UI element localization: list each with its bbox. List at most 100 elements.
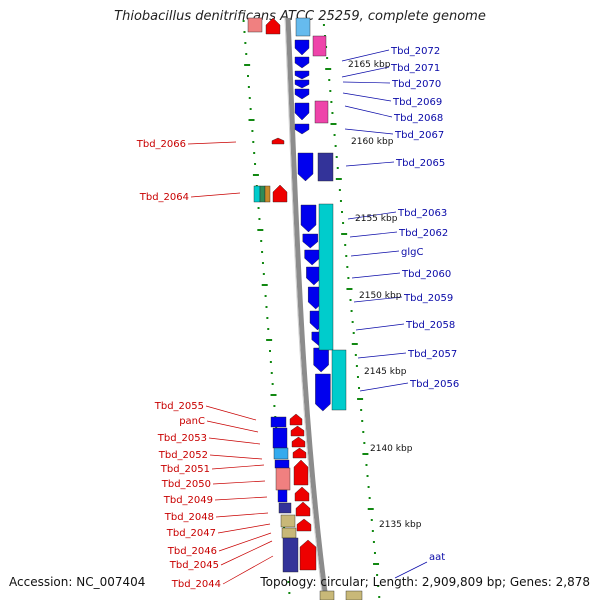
forward-gene-arrow — [294, 39, 310, 56]
connector-line — [394, 561, 428, 579]
gene-label-tbd-2072[interactable]: Tbd_2072 — [390, 46, 440, 57]
reverse-gene-arrow — [290, 425, 305, 437]
gc-dot — [244, 42, 247, 44]
connector-line — [212, 480, 266, 485]
forward-gene-arrow — [297, 152, 314, 182]
gene-label-tbd-2069[interactable]: Tbd_2069 — [392, 97, 442, 108]
gene-label-tbd-2057[interactable]: Tbd_2057 — [407, 349, 457, 360]
gene-label-tbd-2055[interactable]: Tbd_2055 — [154, 401, 204, 412]
gene-label-tbd-2063[interactable]: Tbd_2063 — [397, 208, 447, 219]
forward-gene-arrow — [302, 233, 318, 249]
gc-dot — [257, 229, 264, 231]
gc-dot — [252, 174, 259, 176]
accession-text: Accession: NC_007404 — [9, 575, 146, 589]
gene-label-tbd-2049[interactable]: Tbd_2049 — [163, 495, 213, 506]
reverse-gene-arrow — [272, 184, 288, 203]
gene-label-aat[interactable]: aat — [429, 552, 445, 563]
scale-label-2140: 2140 kbp — [370, 444, 413, 454]
connector-line — [344, 128, 394, 135]
gene-label-glgc[interactable]: glgC — [401, 247, 423, 258]
gc-dot — [270, 394, 277, 396]
connector-line — [222, 555, 274, 585]
gc-dot — [350, 310, 353, 312]
gene-label-tbd-2045[interactable]: Tbd_2045 — [169, 560, 219, 571]
gc-dot — [262, 273, 265, 275]
connector-line — [341, 49, 390, 62]
forward-gene-arrow — [304, 249, 320, 266]
reverse-gene-arrow — [289, 413, 303, 426]
gene-label-tbd-2050[interactable]: Tbd_2050 — [161, 479, 211, 490]
gc-dot — [349, 299, 352, 301]
gene-label-tbd-2068[interactable]: Tbd_2068 — [393, 113, 443, 124]
gene-label-tbd-2070[interactable]: Tbd_2070 — [391, 79, 441, 90]
gc-dot — [377, 585, 380, 587]
gc-dot — [243, 31, 246, 33]
gene-label-tbd-2071[interactable]: Tbd_2071 — [390, 63, 440, 74]
gc-dot — [367, 486, 370, 488]
connector-line — [341, 66, 390, 78]
map-title: Thiobacillus denitrificans ATCC 25259, c… — [114, 9, 486, 24]
gc-dot — [366, 475, 369, 477]
gene-feature — [264, 185, 271, 203]
gene-label-tbd-2052[interactable]: Tbd_2052 — [158, 450, 208, 461]
gc-dot — [258, 218, 261, 220]
gc-dot — [373, 552, 376, 554]
gc-dot — [244, 64, 251, 66]
gene-feature — [331, 349, 347, 411]
gene-feature — [280, 514, 296, 528]
gene-feature — [273, 447, 289, 460]
connector-line — [342, 92, 392, 102]
gc-dot — [346, 266, 349, 268]
gene-feature — [277, 489, 288, 503]
gene-label-tbd-2056[interactable]: Tbd_2056 — [409, 379, 459, 390]
gc-dot — [273, 405, 276, 407]
gene-label-tbd-2060[interactable]: Tbd_2060 — [401, 269, 451, 280]
reverse-gene-arrow — [293, 459, 309, 486]
connector-line — [217, 523, 271, 534]
gc-dot — [267, 328, 270, 330]
gene-label-tbd-2046[interactable]: Tbd_2046 — [167, 546, 217, 557]
gene-label-tbd-2058[interactable]: Tbd_2058 — [405, 320, 455, 331]
gene-label-tbd-2047[interactable]: Tbd_2047 — [166, 528, 216, 539]
gene-label-tbd-2048[interactable]: Tbd_2048 — [164, 512, 214, 523]
gene-label-tbd-2051[interactable]: Tbd_2051 — [160, 464, 210, 475]
gene-label-tbd-2053[interactable]: Tbd_2053 — [157, 433, 207, 444]
gene-feature — [282, 537, 299, 573]
reverse-gene-arrow — [271, 137, 285, 145]
gc-dot — [328, 79, 331, 81]
gene-label-tbd-2065[interactable]: Tbd_2065 — [395, 158, 445, 169]
gene-label-panc[interactable]: panC — [179, 416, 205, 427]
gc-dot — [358, 387, 361, 389]
gc-dot — [288, 592, 291, 594]
gene-label-tbd-2044[interactable]: Tbd_2044 — [171, 579, 221, 590]
gc-dot — [245, 53, 248, 55]
connector-line — [220, 540, 273, 566]
gene-label-tbd-2067[interactable]: Tbd_2067 — [394, 130, 444, 141]
gene-label-tbd-2062[interactable]: Tbd_2062 — [398, 228, 448, 239]
gene-feature — [295, 17, 311, 37]
gc-dot — [271, 383, 274, 385]
gene-feature — [270, 416, 287, 428]
gc-dot — [354, 354, 357, 356]
gc-dot — [251, 130, 254, 132]
gc-dot — [266, 339, 273, 341]
gc-dot — [362, 453, 369, 455]
gene-label-tbd-2066[interactable]: Tbd_2066 — [136, 139, 186, 150]
gc-dot — [355, 365, 358, 367]
gc-dot — [326, 57, 329, 59]
connector-line — [347, 211, 397, 220]
reverse-gene-arrow — [291, 436, 306, 448]
gc-dot — [352, 332, 355, 334]
connector-line — [353, 296, 403, 303]
gc-dot — [367, 508, 374, 510]
scale-label-2160: 2160 kbp — [351, 137, 394, 147]
gc-dot — [248, 97, 251, 99]
gc-dot — [357, 398, 364, 400]
gene-label-tbd-2064[interactable]: Tbd_2064 — [139, 192, 189, 203]
connector-line — [344, 105, 393, 118]
gene-label-tbd-2059[interactable]: Tbd_2059 — [403, 293, 453, 304]
gc-dot — [261, 251, 264, 253]
gc-dot — [341, 233, 348, 235]
gc-dot — [363, 442, 366, 444]
feature-track — [247, 17, 363, 600]
